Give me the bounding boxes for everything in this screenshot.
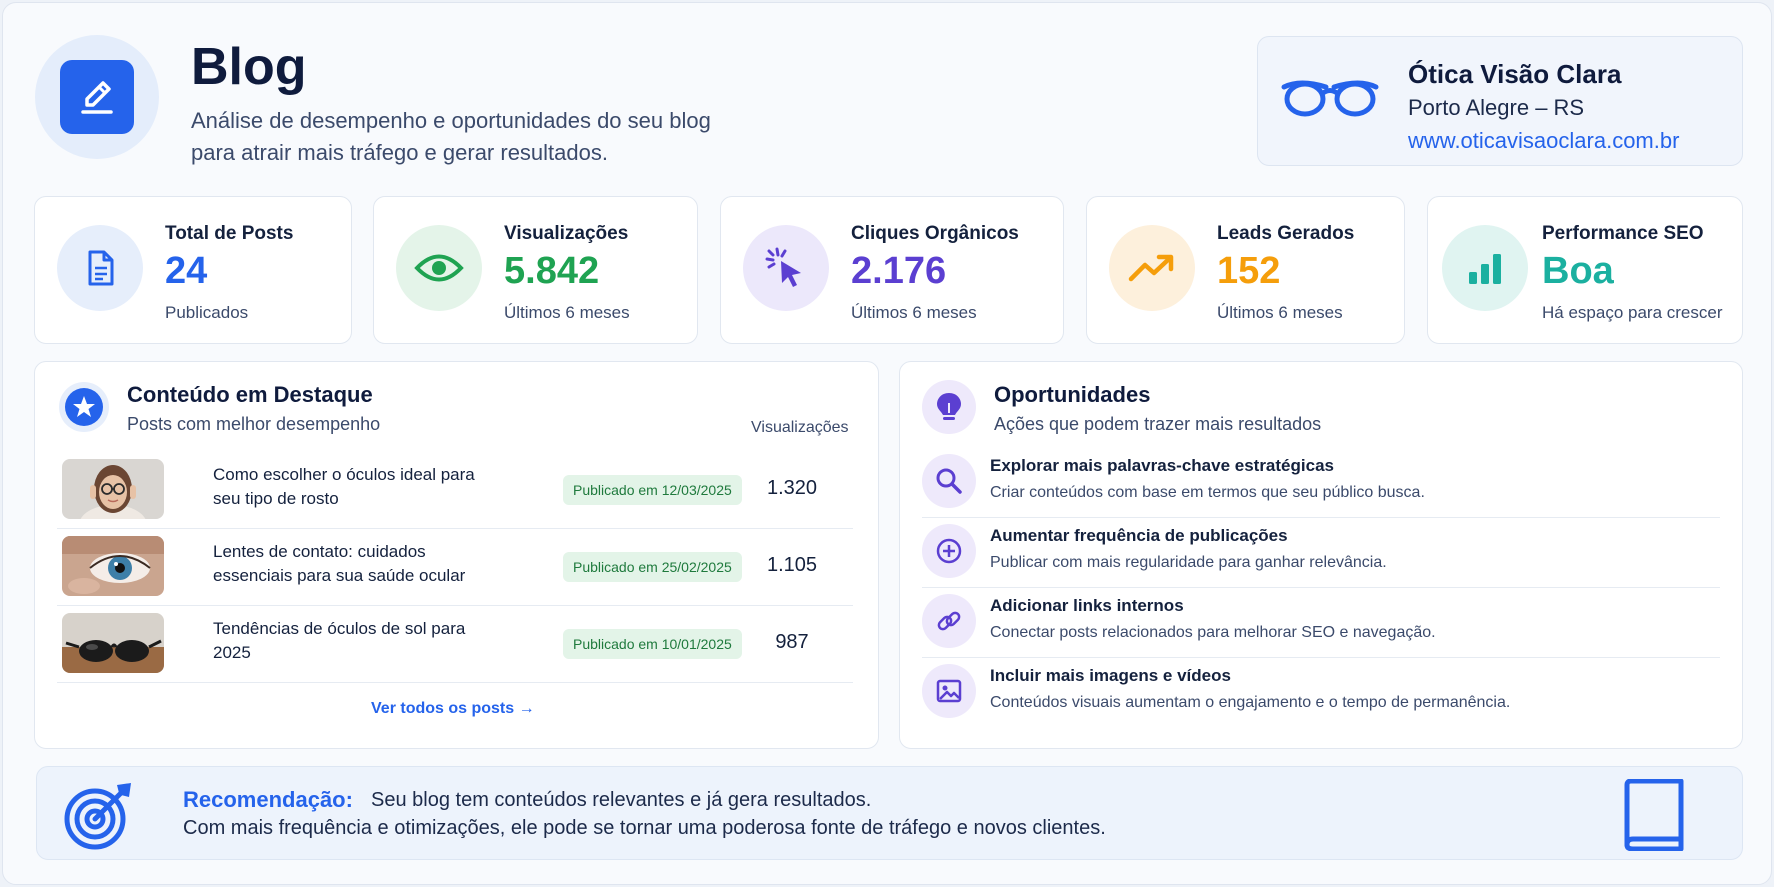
opportunity-desc: Criar conteúdos com base em termos que s… — [990, 484, 1425, 501]
cursor-click-icon — [743, 225, 829, 311]
opportunities-title: Oportunidades — [994, 382, 1151, 407]
stat-card-total-posts: Total de Posts 24 Publicados — [34, 196, 352, 344]
published-badge: Publicado em 12/03/2025 — [563, 475, 742, 505]
post-thumbnail-woman-glasses — [62, 459, 164, 519]
stat-card-seo-performance: Performance SEO Boa Há espaço para cresc… — [1427, 196, 1743, 344]
stat-value: 24 — [165, 250, 208, 292]
opportunity-desc: Conectar posts relacionados para melhora… — [990, 624, 1436, 641]
opportunity-item[interactable]: Incluir mais imagens e vídeos Conteúdos … — [922, 658, 1720, 728]
post-views: 1.320 — [766, 477, 818, 499]
eye-icon — [396, 225, 482, 311]
company-url-link[interactable]: www.oticavisaoclara.com.br — [1408, 128, 1680, 153]
opportunities-panel: Oportunidades Ações que podem trazer mai… — [899, 361, 1743, 749]
post-row[interactable]: Lentes de contato: cuidados essenciais p… — [57, 530, 853, 606]
stat-label: Performance SEO — [1542, 223, 1704, 244]
edit-icon — [81, 81, 113, 114]
post-row[interactable]: Tendências de óculos de sol para 2025 Pu… — [57, 607, 853, 683]
featured-title: Conteúdo em Destaque — [127, 382, 373, 407]
opportunity-title: Explorar mais palavras-chave estratégica… — [990, 456, 1334, 475]
glasses-icon — [1281, 80, 1379, 117]
blog-logo — [35, 35, 159, 159]
bar-chart-icon — [1442, 225, 1528, 311]
target-icon — [64, 783, 131, 850]
star-icon — [65, 388, 103, 426]
featured-subtitle: Posts com melhor desempenho — [127, 414, 381, 434]
stat-label: Total de Posts — [165, 223, 294, 244]
star-badge — [59, 382, 109, 432]
stat-value: 5.842 — [504, 250, 600, 292]
post-views: 1.105 — [766, 554, 818, 576]
opportunity-desc: Conteúdos visuais aumentam o engajamento… — [990, 694, 1511, 711]
stat-card-views: Visualizações 5.842 Últimos 6 meses — [373, 196, 698, 344]
stat-card-leads: Leads Gerados 152 Últimos 6 meses — [1086, 196, 1405, 344]
book-icon — [1624, 779, 1684, 851]
post-views: 987 — [775, 631, 809, 653]
opportunities-subtitle: Ações que podem trazer mais resultados — [994, 414, 1322, 434]
see-all-posts-link[interactable]: Ver todos os posts → — [371, 700, 535, 717]
lightbulb-icon — [922, 380, 976, 434]
stat-sub: Últimos 6 meses — [851, 303, 977, 322]
stat-sub: Publicados — [165, 303, 249, 322]
opportunity-title: Incluir mais imagens e vídeos — [990, 666, 1231, 685]
published-badge: Publicado em 10/01/2025 — [563, 629, 742, 659]
recommendation-label: Recomendação: — [183, 787, 353, 812]
company-name: Ótica Visão Clara — [1408, 59, 1622, 89]
opportunity-item[interactable]: Explorar mais palavras-chave estratégica… — [922, 448, 1720, 518]
stat-value: 2.176 — [851, 250, 947, 292]
recommendation-text: Seu blog tem conteúdos relevantes e já g… — [371, 789, 872, 811]
opportunity-desc: Publicar com mais regularidade para ganh… — [990, 554, 1387, 571]
stat-label: Leads Gerados — [1217, 223, 1355, 244]
opportunity-title: Aumentar frequência de publicações — [990, 526, 1288, 545]
post-thumbnail-sunglasses — [62, 613, 164, 673]
document-icon — [57, 225, 143, 311]
post-title: Lentes de contato: cuidados essenciais p… — [213, 542, 466, 585]
featured-content-panel: Conteúdo em Destaque Posts com melhor de… — [34, 361, 879, 749]
published-badge: Publicado em 25/02/2025 — [563, 552, 742, 582]
stat-card-organic-clicks: Cliques Orgânicos 2.176 Últimos 6 meses — [720, 196, 1064, 344]
page-subtitle: Análise de desempenho e oportunidades do… — [191, 108, 711, 165]
stat-sub: Há espaço para crescer — [1542, 303, 1723, 322]
plus-circle-icon — [922, 524, 976, 578]
search-icon — [922, 454, 976, 508]
stat-sub: Últimos 6 meses — [1217, 303, 1343, 322]
recommendation-banner: Recomendação: Seu blog tem conteúdos rel… — [36, 766, 1743, 860]
post-thumbnail-eye-lens — [62, 536, 164, 596]
post-row[interactable]: Como escolher o óculos ideal para seu ti… — [57, 453, 853, 529]
post-title: Como escolher o óculos ideal para seu ti… — [213, 465, 475, 508]
opportunity-item[interactable]: Adicionar links internos Conectar posts … — [922, 588, 1720, 658]
link-icon — [922, 594, 976, 648]
recommendation-text: Com mais frequência e otimizações, ele p… — [183, 817, 1106, 839]
company-card: Ótica Visão Clara Porto Alegre – RS www.… — [1257, 36, 1743, 166]
company-city: Porto Alegre – RS — [1408, 95, 1585, 120]
stat-label: Cliques Orgânicos — [851, 223, 1019, 244]
trending-up-icon — [1109, 225, 1195, 311]
stat-label: Visualizações — [504, 223, 629, 244]
stat-value: 152 — [1217, 250, 1281, 292]
page-title: Blog — [191, 38, 307, 96]
views-column-header: Visualizações — [751, 419, 849, 436]
stat-value: Boa — [1542, 250, 1614, 292]
stat-sub: Últimos 6 meses — [504, 303, 630, 322]
opportunity-title: Adicionar links internos — [990, 596, 1184, 615]
image-icon — [922, 664, 976, 718]
post-title: Tendências de óculos de sol para 2025 — [213, 619, 466, 662]
opportunity-item[interactable]: Aumentar frequência de publicações Publi… — [922, 518, 1720, 588]
